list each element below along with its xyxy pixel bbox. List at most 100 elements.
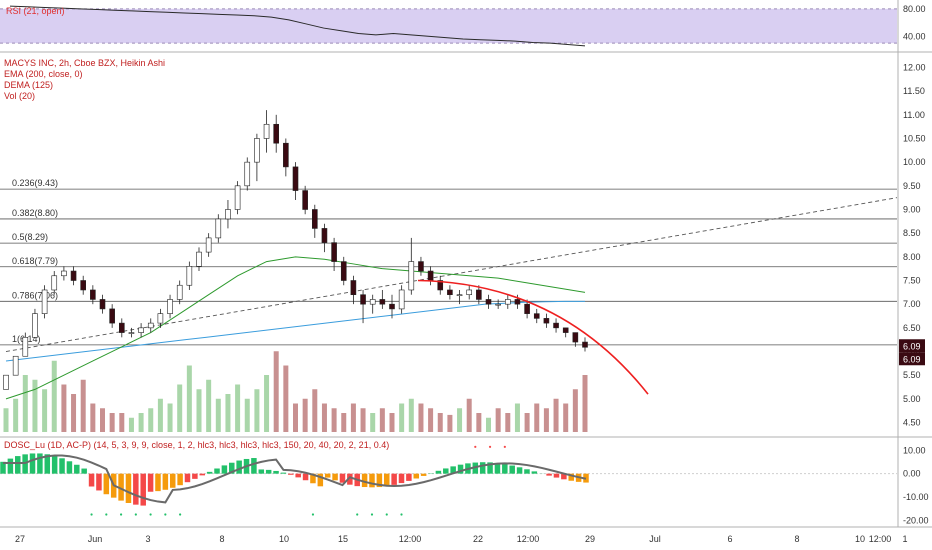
osc-bar [494, 463, 501, 474]
volume-bar [167, 403, 173, 432]
osc-bar [273, 470, 279, 474]
volume-bar [109, 413, 115, 432]
volume-bar [225, 394, 231, 432]
candle [427, 270, 434, 281]
candle [273, 123, 280, 144]
volume-bar [389, 413, 395, 432]
osc-bar [81, 468, 87, 474]
volume-bar [138, 413, 144, 432]
candle [80, 280, 86, 291]
osc-bar [59, 458, 65, 474]
price-tick-label: 4.50 [903, 418, 921, 428]
osc-bar [531, 471, 538, 474]
osc-bar [169, 473, 176, 488]
candle [456, 294, 463, 297]
candle [22, 337, 29, 357]
volume-bar [379, 408, 385, 432]
x-tick-label: 22 [473, 534, 483, 544]
osc-bar [133, 473, 139, 505]
candle [51, 275, 58, 291]
osc-bar [118, 473, 124, 501]
price-tick-label: 9.00 [903, 204, 921, 214]
candle [408, 261, 415, 291]
osc-bar [229, 462, 235, 474]
price-tick-label: 8.50 [903, 228, 921, 238]
candle [389, 303, 395, 310]
candle [234, 185, 241, 210]
osc-tick-label: 0.00 [903, 469, 921, 479]
volume-bar [418, 403, 424, 432]
fib-label: 0.5(8.29) [12, 232, 48, 242]
candle [70, 270, 77, 281]
price-tag-label: 6.09 [903, 341, 921, 351]
osc-tick-label: 10.00 [903, 445, 926, 455]
osc-bar [347, 473, 353, 485]
candle [562, 327, 569, 333]
volume-bar [505, 413, 511, 432]
volume-bar [90, 403, 96, 432]
candle [466, 289, 473, 296]
fib-label: 0.786(7.06) [12, 290, 58, 300]
volume-bar [524, 413, 530, 432]
osc-bar [391, 473, 397, 485]
volume-bar [408, 398, 414, 432]
osc-bar [295, 473, 301, 478]
osc-bar [339, 473, 346, 483]
volume-bar [466, 398, 472, 432]
x-tick-label: 15 [338, 534, 348, 544]
osc-bar [332, 473, 338, 481]
candle [147, 322, 154, 329]
volume-bar [244, 398, 250, 432]
osc-bar [214, 468, 220, 474]
osc-bar [302, 473, 309, 481]
x-tick-label: 10 [279, 534, 289, 544]
volume-bar [476, 413, 482, 432]
osc-bar [96, 473, 102, 491]
volume-bar [273, 351, 279, 432]
osc-bar [568, 473, 574, 481]
price-tick-label: 11.50 [903, 86, 925, 96]
price-tick-label: 11.00 [903, 110, 925, 120]
osc-bar [509, 465, 515, 474]
candle [196, 251, 202, 267]
volume-bar [22, 375, 28, 432]
volume-bar [534, 403, 540, 432]
candle [379, 299, 386, 305]
x-tick-label: 8 [794, 534, 799, 544]
osc-bar [7, 458, 14, 474]
osc-bar [184, 473, 191, 483]
candle [186, 266, 193, 286]
rsi-tick-label: 80.00 [903, 4, 926, 14]
volume-bar [553, 398, 559, 432]
candle [582, 341, 588, 348]
rsi-tick-label: 40.00 [903, 31, 926, 41]
osc-dot [90, 513, 93, 516]
osc-dot [370, 513, 374, 516]
x-tick-label: Jun [88, 534, 103, 544]
candle [215, 218, 222, 239]
fib-label: 0.618(7.79) [12, 256, 58, 266]
osc-bar [376, 473, 383, 488]
candle [572, 332, 579, 343]
volume-bar [563, 403, 569, 432]
osc-bar [406, 473, 412, 481]
osc-bar [561, 473, 567, 480]
osc-bar [524, 469, 530, 474]
osc-dot [503, 445, 506, 448]
candle [41, 289, 48, 314]
volume-bar [302, 398, 308, 432]
candle [524, 303, 530, 314]
osc-bar [147, 473, 154, 492]
osc-bar [280, 472, 287, 474]
candle [543, 318, 550, 324]
candle [504, 299, 511, 305]
candle [263, 123, 270, 139]
price-tag [899, 339, 925, 353]
osc-bar [199, 473, 206, 476]
x-tick-label: Jul [649, 534, 661, 544]
volume-bar [399, 403, 405, 432]
osc-legend: DOSC_Lu (1D, AC-P) (14, 5, 3, 9, 9, clos… [4, 440, 389, 450]
volume-bar [370, 413, 376, 432]
candle [495, 303, 501, 306]
vol-legend: Vol (20) [4, 91, 35, 101]
